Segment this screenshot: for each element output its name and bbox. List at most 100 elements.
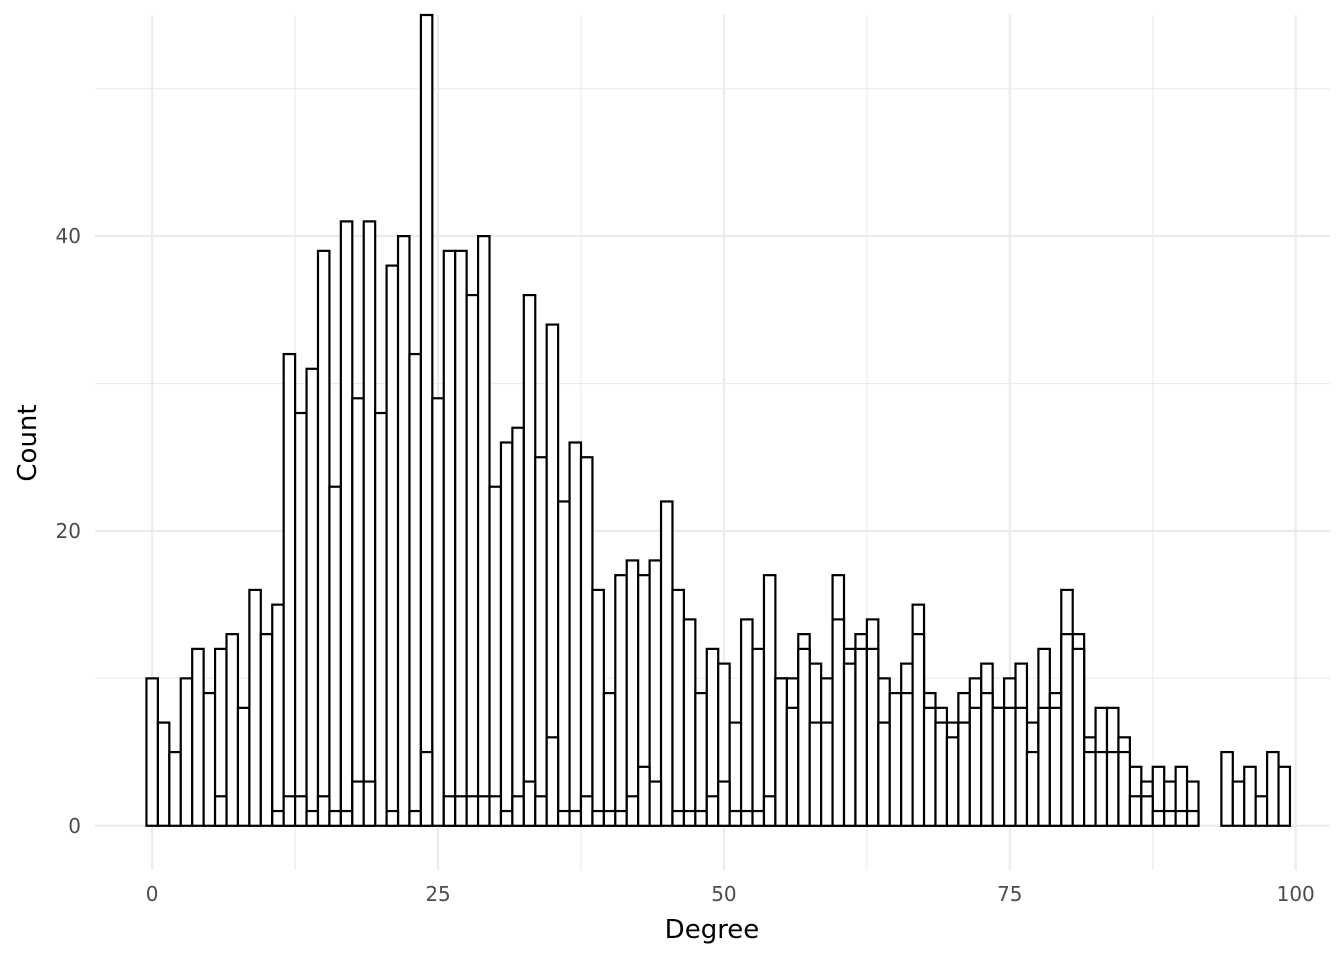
histogram-bar-series-2 xyxy=(454,795,468,827)
x-tick-label: 100 xyxy=(1277,882,1315,906)
histogram-bar-series-2 xyxy=(854,647,868,827)
histogram-bar-series-1 xyxy=(522,293,537,827)
histogram-bar-series-2 xyxy=(648,780,663,827)
histogram-bar-series-2 xyxy=(213,795,228,827)
x-tick-label: 0 xyxy=(146,882,159,906)
histogram-bar-series-2 xyxy=(1117,750,1131,827)
histogram-bar-series-2 xyxy=(511,795,525,827)
histogram-bar-series-2 xyxy=(671,809,686,827)
x-axis-ticks: 0 25 50 75 100 xyxy=(146,882,1315,906)
histogram-bar-series-1 xyxy=(465,293,480,827)
y-axis-title: Count xyxy=(13,404,43,481)
y-tick-label: 20 xyxy=(56,519,81,543)
histogram-bar-series-2 xyxy=(980,692,994,827)
histogram-bar-series-2 xyxy=(705,795,720,827)
histogram-bar-series-2 xyxy=(1037,706,1051,827)
histogram-bar-series-1 xyxy=(534,456,548,827)
histogram-bar-series-1 xyxy=(271,603,285,827)
histogram-bar-series-2 xyxy=(739,809,754,827)
x-tick-label: 50 xyxy=(711,882,736,906)
histogram-bar-series-1 xyxy=(374,411,388,827)
histogram-bar-series-1 xyxy=(156,721,171,827)
histogram-bar-series-1 xyxy=(236,706,251,827)
histogram-bar-series-1 xyxy=(179,677,194,827)
histogram-bar-series-2 xyxy=(1094,750,1109,827)
histogram-bar-series-2 xyxy=(1105,750,1120,827)
histogram-bar-series-1 xyxy=(305,367,320,827)
histogram-bar-series-2 xyxy=(865,647,880,827)
histogram-bar-series-1 xyxy=(259,633,274,827)
histogram-bar-series-2 xyxy=(991,706,1006,827)
histogram-bar-series-2 xyxy=(294,795,308,827)
histogram-bar-series-2 xyxy=(785,706,800,827)
histogram-bar-series-1 xyxy=(625,559,640,827)
histogram-bar-series-2 xyxy=(1048,706,1063,827)
histogram-bar-series-2 xyxy=(465,795,480,827)
histogram-bar-series-2 xyxy=(602,809,617,827)
histogram-bar-series-2 xyxy=(808,721,823,827)
histogram-bar-series-1 xyxy=(1220,750,1234,827)
histogram-bar-series-1 xyxy=(568,441,583,827)
histogram-bar-series-1 xyxy=(1231,780,1246,827)
histogram-bar-series-2 xyxy=(522,780,537,827)
histogram-bar-series-1 xyxy=(351,397,365,827)
histogram-bar-series-1 xyxy=(419,13,434,827)
histogram-bar-series-2 xyxy=(911,633,926,827)
histogram-bar-series-2 xyxy=(1174,809,1189,827)
histogram-bar-series-2 xyxy=(1140,795,1154,827)
histogram-bar-series-1 xyxy=(1254,795,1269,827)
histogram-bar-series-1 xyxy=(328,485,342,827)
histogram-bar-series-2 xyxy=(362,780,377,827)
histogram-bar-series-1 xyxy=(202,692,217,827)
histogram-bar-series-2 xyxy=(1014,706,1029,827)
y-tick-label: 0 xyxy=(68,814,81,838)
histogram-bar-series-1 xyxy=(282,352,297,827)
histogram-bar-series-1 xyxy=(145,677,159,827)
histogram-bar-series-2 xyxy=(579,795,594,827)
histogram-bar-series-1 xyxy=(1277,765,1292,827)
y-axis-ticks: 0 20 40 xyxy=(56,224,81,838)
histogram-bar-series-2 xyxy=(385,809,400,827)
histogram-bar-series-2 xyxy=(820,721,834,827)
histogram-bar-series-2 xyxy=(797,647,811,827)
histogram-bar-series-2 xyxy=(282,795,297,827)
histogram-bar-series-1 xyxy=(751,647,766,827)
histogram-bar-series-1 xyxy=(1266,750,1280,827)
histogram-bar-series-2 xyxy=(1025,750,1040,827)
histogram-bar-series-2 xyxy=(945,736,960,827)
x-tick-label: 75 xyxy=(997,882,1022,906)
histogram-bar-series-1 xyxy=(225,633,240,827)
histogram-bar-series-1 xyxy=(488,485,503,827)
histogram-bar-series-1 xyxy=(408,352,423,827)
histogram-bar-series-1 xyxy=(557,500,571,827)
histogram-bar-series-1 xyxy=(396,235,411,827)
histogram-bar-series-1 xyxy=(168,750,182,827)
histogram-bar-series-1 xyxy=(294,411,308,827)
histogram-bar-series-1 xyxy=(694,692,708,827)
histogram-bar-series-2 xyxy=(408,809,423,827)
histogram-bar-series-2 xyxy=(1002,706,1017,827)
histogram-bar-series-2 xyxy=(922,706,937,827)
histogram-bar-series-1 xyxy=(248,588,262,827)
histogram-bar-series-2 xyxy=(442,795,457,827)
histogram-bar-series-2 xyxy=(614,809,628,827)
histogram-bar-series-1 xyxy=(431,397,445,827)
histogram-bar-series-1 xyxy=(499,441,514,827)
histogram-bar-series-2 xyxy=(534,795,548,827)
histogram-bar-series-2 xyxy=(625,795,640,827)
histogram-bar-series-2 xyxy=(1151,809,1166,827)
histogram-bar-series-1 xyxy=(1243,765,1257,827)
histogram-bar-series-2 xyxy=(774,677,788,827)
histogram-bar-series-2 xyxy=(488,795,503,827)
histogram-bar-series-1 xyxy=(762,574,777,827)
histogram-bar-series-2 xyxy=(888,692,903,827)
histogram-bar-series-2 xyxy=(1071,647,1086,827)
x-tick-label: 25 xyxy=(425,882,450,906)
histogram-bar-series-2 xyxy=(751,809,766,827)
histogram-bar-series-2 xyxy=(305,809,320,827)
histogram-bar-series-2 xyxy=(637,765,651,827)
histogram-bar-series-2 xyxy=(682,809,697,827)
histogram-bar-series-1 xyxy=(339,220,354,827)
histogram-bar-series-2 xyxy=(900,692,914,827)
